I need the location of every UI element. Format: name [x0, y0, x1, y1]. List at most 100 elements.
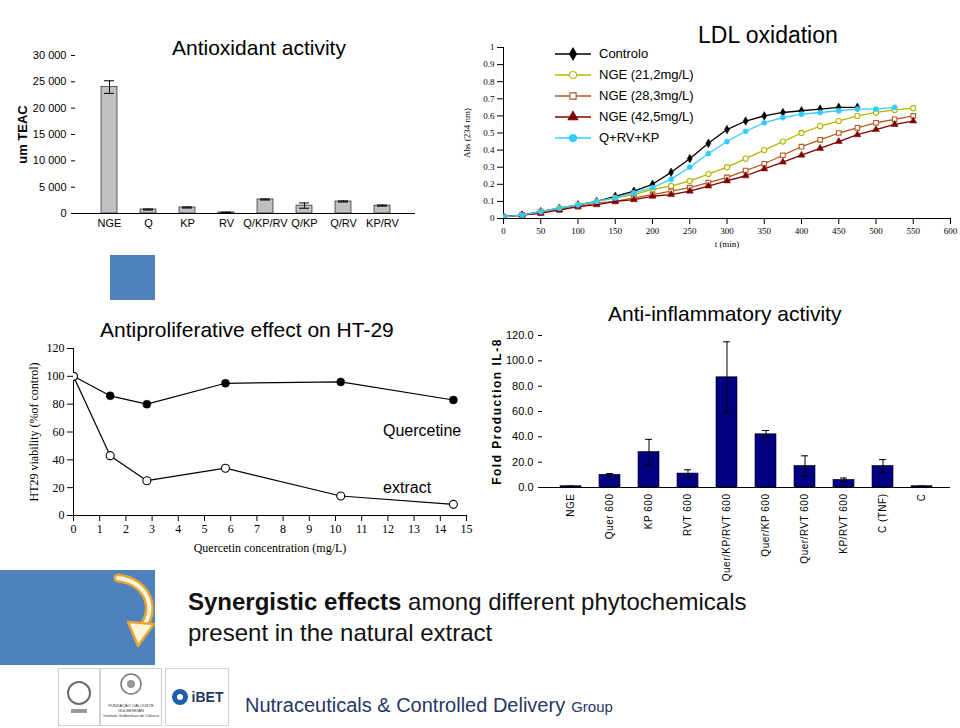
svg-text:0: 0: [59, 508, 65, 522]
svg-text:20: 20: [53, 481, 65, 495]
svg-text:0.6: 0.6: [483, 111, 495, 121]
svg-text:550: 550: [907, 226, 921, 236]
svg-text:Quer/KP/RVT 600: Quer/KP/RVT 600: [721, 494, 732, 582]
svg-text:40.0: 40.0: [512, 430, 533, 442]
svg-text:0.7: 0.7: [483, 94, 495, 104]
html-text:Synergistic effects among diff: Synergistic effects among different phyt…: [188, 588, 747, 646]
svg-text:20 000: 20 000: [33, 102, 67, 114]
svg-text:250: 250: [683, 226, 697, 236]
svg-text:0.2: 0.2: [483, 179, 494, 189]
svg-text:350: 350: [758, 226, 772, 236]
svg-text:Q/KP/RV: Q/KP/RV: [243, 217, 288, 229]
svg-text:100.0: 100.0: [506, 354, 534, 366]
svg-text:Quer 600: Quer 600: [604, 494, 615, 540]
svg-text:1: 1: [97, 522, 103, 536]
svg-text:Quer/RVT 600: Quer/RVT 600: [799, 494, 810, 564]
svg-text:1: 1: [490, 42, 495, 52]
svg-text:50: 50: [536, 226, 546, 236]
svg-text:RV: RV: [219, 217, 235, 229]
svg-text:500: 500: [869, 226, 883, 236]
svg-text:30 000: 30 000: [33, 49, 67, 61]
svg-text:25 000: 25 000: [33, 75, 67, 87]
svg-text:6: 6: [228, 522, 234, 536]
svg-text:60: 60: [53, 425, 65, 439]
svg-text:Quercetin concentration (mg/L): Quercetin concentration (mg/L): [194, 541, 347, 555]
html-text:Nutraceuticals & Controlled De: Nutraceuticals & Controlled Delivery Gro…: [245, 694, 613, 716]
svg-text:2: 2: [123, 522, 129, 536]
svg-text:11: 11: [356, 522, 368, 536]
svg-text:0.5: 0.5: [483, 128, 495, 138]
svg-text:Q/RV: Q/RV: [330, 217, 357, 229]
svg-text:100: 100: [571, 226, 585, 236]
svg-text:0.1: 0.1: [483, 196, 494, 206]
svg-text:3: 3: [149, 522, 155, 536]
svg-text:7: 7: [254, 522, 260, 536]
svg-text:5 000: 5 000: [39, 181, 67, 193]
svg-text:0.3: 0.3: [483, 162, 495, 172]
svg-text:0: 0: [60, 207, 66, 219]
svg-text:120: 120: [47, 341, 65, 355]
svg-text:150: 150: [609, 226, 623, 236]
svg-text:450: 450: [832, 226, 846, 236]
svg-text:um TEAC: um TEAC: [15, 105, 30, 164]
svg-text:60.0: 60.0: [512, 405, 533, 417]
svg-text:Fold Production IL-8: Fold Production IL-8: [490, 338, 504, 485]
svg-text:15: 15: [461, 522, 473, 536]
html-text:Antioxidant activity: Antioxidant activity: [172, 36, 346, 59]
svg-text:40: 40: [53, 453, 65, 467]
svg-text:400: 400: [795, 226, 809, 236]
svg-text:14: 14: [434, 522, 446, 536]
svg-text:80.0: 80.0: [512, 380, 533, 392]
svg-text:100: 100: [47, 369, 65, 383]
html-text:Anti-inflammatory activity: Anti-inflammatory activity: [608, 302, 842, 325]
svg-text:120.0: 120.0: [506, 329, 534, 341]
svg-text:Abs (234 nm): Abs (234 nm): [462, 108, 472, 158]
svg-text:Q: Q: [144, 217, 153, 229]
svg-text:0.0: 0.0: [518, 481, 533, 493]
svg-text:300: 300: [720, 226, 734, 236]
svg-text:NGE: NGE: [565, 494, 576, 517]
svg-text:600: 600: [944, 226, 958, 236]
svg-text:20.0: 20.0: [512, 456, 533, 468]
svg-text:KP 600: KP 600: [643, 494, 654, 530]
svg-text:12: 12: [382, 522, 394, 536]
svg-text:80: 80: [53, 397, 65, 411]
svg-text:Quer/KP 600: Quer/KP 600: [760, 494, 771, 557]
svg-text:RVT 600: RVT 600: [682, 494, 693, 537]
svg-text:8: 8: [280, 522, 286, 536]
svg-text:0.9: 0.9: [483, 59, 495, 69]
svg-text:0: 0: [501, 226, 506, 236]
svg-text:15 000: 15 000: [33, 128, 67, 140]
svg-text:C (TNF): C (TNF): [877, 494, 888, 534]
svg-text:KP/RVT 600: KP/RVT 600: [838, 494, 849, 554]
html-text:NGE (21,2mg/L): NGE (21,2mg/L): [599, 67, 694, 82]
svg-text:0.4: 0.4: [483, 145, 495, 155]
html-text:FUNDAÇÃO CALOUSTE GULBENKIAN: FUNDAÇÃO CALOUSTE GULBENKIAN: [108, 703, 154, 713]
svg-text:0.8: 0.8: [483, 77, 495, 87]
svg-text:9: 9: [306, 522, 312, 536]
html-text:LDL oxidation: LDL oxidation: [698, 22, 838, 48]
svg-text:5: 5: [202, 522, 208, 536]
svg-text:0: 0: [71, 522, 77, 536]
svg-text:Q/KP: Q/KP: [291, 217, 317, 229]
svg-text:KP/RV: KP/RV: [366, 217, 399, 229]
html-text:Q+RV+KP: Q+RV+KP: [599, 130, 660, 145]
svg-text:10: 10: [330, 522, 342, 536]
html-text:NGE (28,3mg/L): NGE (28,3mg/L): [599, 88, 694, 103]
html-text:Controlo: Controlo: [599, 46, 649, 61]
svg-text:NGE: NGE: [98, 217, 122, 229]
svg-text:10 000: 10 000: [33, 154, 67, 166]
svg-text:13: 13: [408, 522, 420, 536]
svg-text:KP: KP: [180, 217, 195, 229]
svg-text:C: C: [916, 494, 927, 502]
svg-text:4: 4: [175, 522, 181, 536]
svg-text:extract: extract: [383, 479, 432, 496]
svg-text:200: 200: [646, 226, 660, 236]
html-text:NGE (42,5mg/L): NGE (42,5mg/L): [599, 109, 694, 124]
html-text:iBET: iBET: [191, 689, 224, 705]
html-text:Antiproliferative effect on HT: Antiproliferative effect on HT-29: [100, 318, 394, 341]
svg-text:Quercetine: Quercetine: [383, 422, 461, 439]
svg-text:t (min): t (min): [715, 239, 740, 249]
svg-text:HT29 viability (%of control): HT29 viability (%of control): [27, 363, 41, 502]
svg-text:0: 0: [490, 213, 495, 223]
